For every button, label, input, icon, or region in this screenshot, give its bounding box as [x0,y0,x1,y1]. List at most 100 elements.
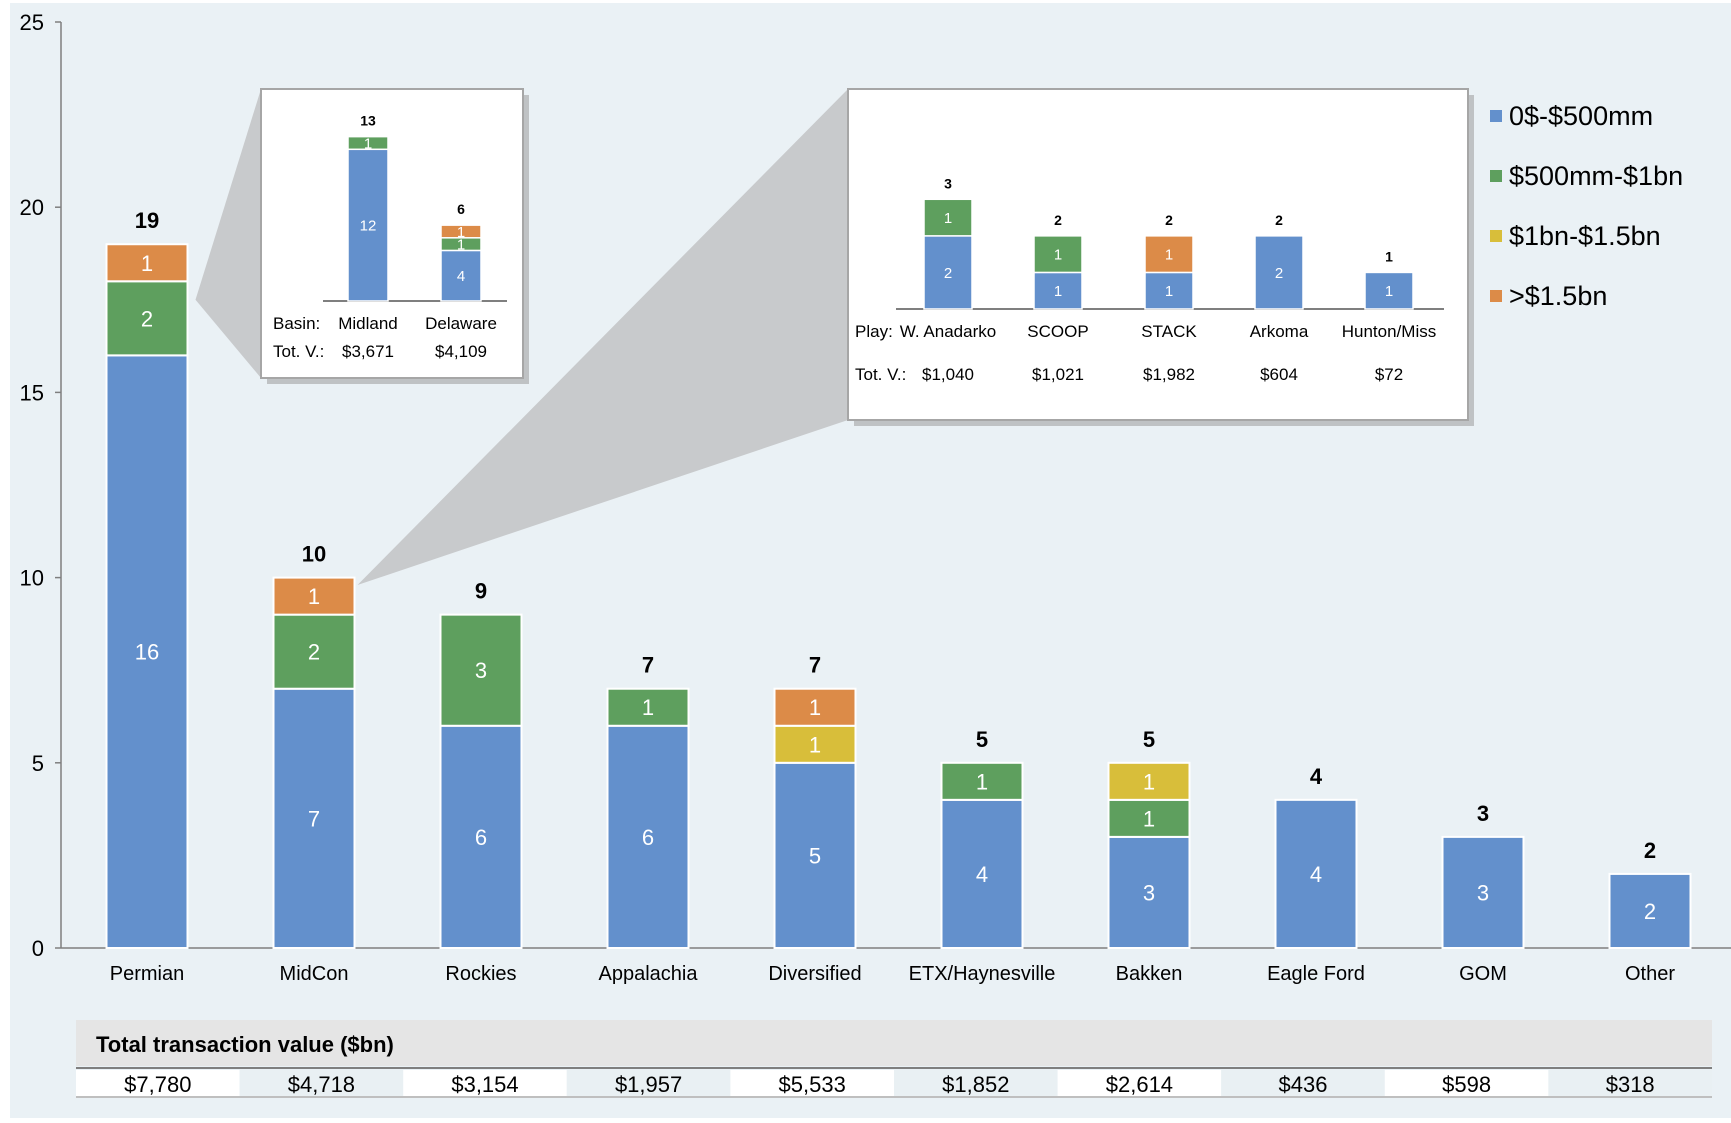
inset-bar-value-label: 1 [457,237,465,254]
inset-bar-value-label: 1 [364,135,372,152]
x-tick-label: MidCon [280,963,349,985]
bar-segment-rockies-500mm-1bn [439,613,523,727]
bar-value-label: 7 [308,806,320,831]
inset-value-label: $72 [1375,365,1403,384]
inset-bar-segment-midland-500mm-1bn [347,135,389,151]
bar-value-label: 3 [1477,880,1489,905]
inset-bar-value-label: 1 [1165,283,1173,300]
y-tick-label: 0 [32,936,44,961]
bar-segment-etx-haynesville-0-500mm [940,798,1024,950]
bars: 16 2 1 19 Permian 7 2 1 10 MidCon 6 3 9 Rockies 6 1 7 App… [105,208,1692,985]
y-tick-label: 10 [20,566,44,591]
inset-value-label: $3,671 [342,342,394,361]
table-title: Total transaction value ($bn) [96,1032,394,1057]
bar-value-label: 3 [1143,880,1155,905]
bar-value-label: 1 [141,251,153,276]
y-tick-label: 25 [20,10,44,35]
bar-segment-appalachia-500mm-1bn [606,687,690,727]
bar-total-label: 5 [1143,727,1155,752]
bar-segment-bakken-1bn-1-5bn [1107,761,1191,801]
inset-bar-value-label: 12 [360,218,377,235]
table-cell-appalachia: $1,957 [615,1072,682,1097]
table-cell-diversified: $5,533 [779,1072,846,1097]
bar-value-label: 6 [642,825,654,850]
bar-segment-midcon-0-500mm [272,687,356,949]
inset-bar-segment-w-anadarko-0-500mm [923,235,973,310]
table-cell-background [403,1070,567,1096]
table-cell-background [1548,1070,1712,1096]
table-cell-background [730,1070,894,1096]
inset-bar-segment-midland-0-500mm [347,148,389,302]
legend-label: $1bn-$1.5bn [1509,221,1661,251]
bar-segment-appalachia-0-500mm [606,724,690,950]
inset-bar-value-label: 1 [1054,283,1062,300]
bar-value-label: 2 [308,640,320,665]
bar-segment-gom-0-500mm [1441,835,1525,950]
bar-total-label: 5 [976,727,988,752]
bar-value-label: 1 [1143,806,1155,831]
bar-segment-diversified-1-5bn [773,687,857,727]
legend-label: 0$-$500mm [1509,101,1653,131]
table-cell-background [239,1070,404,1096]
zoom-shape-permian [195,89,261,378]
x-tick-label: Other [1625,963,1675,985]
x-tick-label: Eagle Ford [1267,963,1365,985]
inset-value-label: $604 [1260,365,1298,384]
bar-total-label: 7 [809,653,821,678]
inset-bar-segment-scoop-0-500mm [1033,271,1083,310]
bar-value-label: 1 [809,732,821,757]
table-cell-background [76,1070,240,1096]
inset-bar-value-label: 1 [944,210,952,227]
bar-total-label: 9 [475,579,487,604]
legend-swatch [1490,110,1502,122]
bar-segment-midcon-1-5bn [272,576,356,616]
legend-swatch [1490,290,1502,302]
inset-value-label: $4,109 [435,342,487,361]
inset-bar-total-label: 6 [457,201,465,217]
inset-bar-value-label: 2 [944,265,952,282]
inset-category-label: Hunton/Miss [1342,322,1436,341]
x-tick-label: ETX/Haynesville [909,963,1056,985]
table-cell-eagle-ford: $436 [1279,1072,1328,1097]
inset-bar-value-label: 1 [1165,247,1173,264]
inset-bar-segment-delaware-0-500mm [440,249,482,302]
bar-value-label: 1 [642,695,654,720]
bar-value-label: 1 [976,769,988,794]
bar-value-label: 1 [809,695,821,720]
x-tick-label: Rockies [445,963,516,985]
table-cell-gom: $598 [1442,1072,1491,1097]
inset-row-label: Play: [855,322,893,341]
bar-segment-diversified-0-500mm [773,761,857,949]
zoom-shape-midcon [357,89,848,586]
bar-value-label: 1 [308,584,320,609]
inset-bar-total-label: 3 [944,175,952,191]
bar-segment-etx-haynesville-500mm-1bn [940,761,1024,801]
table-cell-midcon: $4,718 [288,1072,355,1097]
x-tick-label: GOM [1459,963,1507,985]
zoom-callouts [195,89,848,586]
y-tick-label: 20 [20,195,44,220]
bar-total-label: 3 [1477,801,1489,826]
bar-segment-permian-0-500mm [105,354,189,949]
table-header-background [76,1020,1712,1066]
table-cell-bakken: $2,614 [1106,1072,1173,1097]
bar-total-label: 4 [1310,764,1323,789]
inset-chart-midcon: 2 1 3 W. Anadarko $1,040 1 1 2 SCOOP $1,021 1 1 2 STA… [847,88,1474,426]
bar-total-label: 2 [1644,838,1656,863]
inset-category-label: STACK [1141,322,1197,341]
bar-value-label: 6 [475,825,487,850]
inset-bar-segment-delaware-1-5bn [440,224,482,239]
table-cell-other: $318 [1606,1072,1655,1097]
inset-value-label: $1,040 [922,365,974,384]
bar-value-label: 2 [1644,899,1656,924]
inset-bar-segment-hunton-miss-0-500mm [1364,271,1414,310]
inset-bar-segment-scoop-500mm-1bn [1033,235,1083,274]
inset-bar-segment-arkoma-0-500mm [1254,235,1304,310]
inset-bar-total-label: 2 [1165,212,1173,228]
bar-value-label: 1 [1143,769,1155,794]
table-cell-background [1384,1070,1549,1096]
inset-value-label: $1,021 [1032,365,1084,384]
bar-segment-other-0-500mm [1608,872,1692,949]
bar-segment-bakken-0-500mm [1107,835,1191,950]
